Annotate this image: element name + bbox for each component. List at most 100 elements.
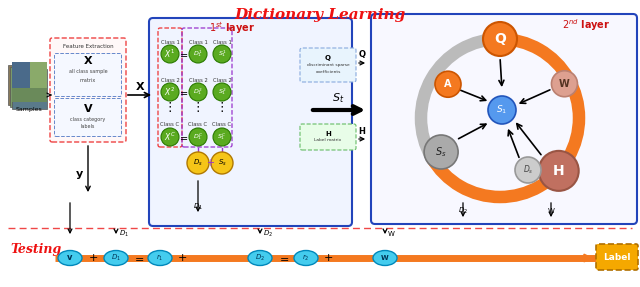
Circle shape xyxy=(161,83,179,101)
Ellipse shape xyxy=(294,251,318,265)
Text: A: A xyxy=(444,79,452,89)
Circle shape xyxy=(213,128,231,146)
Text: discriminant sparse: discriminant sparse xyxy=(307,63,349,67)
Text: ⋮: ⋮ xyxy=(192,102,204,115)
Text: Q: Q xyxy=(358,51,365,59)
Ellipse shape xyxy=(373,251,397,265)
Text: +: + xyxy=(88,253,98,263)
Circle shape xyxy=(539,151,579,191)
Circle shape xyxy=(189,128,207,146)
Text: W: W xyxy=(381,255,389,261)
Text: class category: class category xyxy=(70,117,106,121)
Text: Class 1: Class 1 xyxy=(212,40,232,44)
Ellipse shape xyxy=(148,251,172,265)
Text: W: W xyxy=(388,231,394,237)
Text: $S_1$: $S_1$ xyxy=(497,104,508,116)
Text: $1^{st}$ layer: $1^{st}$ layer xyxy=(209,20,255,36)
Text: W: W xyxy=(559,79,570,89)
Circle shape xyxy=(213,45,231,63)
Text: Label matrix: Label matrix xyxy=(314,138,342,142)
Text: $S_1^2$: $S_1^2$ xyxy=(218,87,227,97)
Text: $\mathbf{V}$: $\mathbf{V}$ xyxy=(83,102,93,114)
Text: +: + xyxy=(323,253,333,263)
Bar xyxy=(12,62,30,88)
Text: Class 2: Class 2 xyxy=(161,77,179,82)
Text: H: H xyxy=(358,127,365,135)
Text: Testing: Testing xyxy=(10,243,61,257)
Text: $D_1$: $D_1$ xyxy=(119,229,129,239)
Text: $D_s$: $D_s$ xyxy=(193,158,203,168)
Text: $=$: $=$ xyxy=(132,253,144,263)
Text: Class 2: Class 2 xyxy=(189,77,207,82)
Text: +: + xyxy=(206,158,214,168)
Text: $D_2$: $D_2$ xyxy=(263,229,273,239)
Text: Label: Label xyxy=(604,253,631,263)
Text: $S_t$: $S_t$ xyxy=(332,91,344,105)
Text: Class C: Class C xyxy=(188,123,207,127)
Text: Class C: Class C xyxy=(212,123,232,127)
Bar xyxy=(12,69,47,109)
FancyBboxPatch shape xyxy=(300,124,356,150)
Text: Samples: Samples xyxy=(15,108,42,113)
Ellipse shape xyxy=(104,251,128,265)
Circle shape xyxy=(488,96,516,124)
Text: Class 2: Class 2 xyxy=(212,77,232,82)
Bar xyxy=(8,65,43,105)
Text: $2^{nd}$ layer: $2^{nd}$ layer xyxy=(562,17,610,33)
Circle shape xyxy=(161,128,179,146)
Circle shape xyxy=(483,22,517,56)
Text: Class 1: Class 1 xyxy=(161,40,179,44)
Text: +: + xyxy=(177,253,187,263)
Text: $D_1$: $D_1$ xyxy=(193,202,203,212)
Text: matrix: matrix xyxy=(80,77,96,82)
Circle shape xyxy=(189,45,207,63)
Text: Q: Q xyxy=(325,55,331,61)
Text: H: H xyxy=(325,131,331,137)
Bar xyxy=(10,67,45,107)
Text: $r_1$: $r_1$ xyxy=(156,253,164,263)
Text: $S_1^C$: $S_1^C$ xyxy=(218,132,227,142)
Text: W: W xyxy=(548,208,554,214)
Text: $=$: $=$ xyxy=(179,49,189,59)
Text: $X^1$: $X^1$ xyxy=(164,48,175,60)
Text: Class C: Class C xyxy=(161,123,180,127)
Text: $=$: $=$ xyxy=(277,253,289,263)
Text: labels: labels xyxy=(81,123,95,129)
Circle shape xyxy=(552,71,577,97)
Text: ⋮: ⋮ xyxy=(164,102,176,115)
Text: $D_1^C$: $D_1^C$ xyxy=(193,132,203,142)
Text: $=$: $=$ xyxy=(179,132,189,142)
Text: $X^2$: $X^2$ xyxy=(164,86,175,98)
Ellipse shape xyxy=(58,251,82,265)
Text: $\mathbf{y}$: $\mathbf{y}$ xyxy=(76,169,84,181)
Text: $r_2$: $r_2$ xyxy=(302,253,310,263)
Bar xyxy=(30,62,47,88)
Text: $S_s$: $S_s$ xyxy=(218,158,227,168)
Text: $S_1^1$: $S_1^1$ xyxy=(218,49,227,59)
FancyBboxPatch shape xyxy=(371,14,637,224)
Circle shape xyxy=(187,152,209,174)
Text: ⋮: ⋮ xyxy=(216,102,228,115)
Text: $D_s$: $D_s$ xyxy=(523,164,533,176)
Text: Dictionary Learning: Dictionary Learning xyxy=(234,8,406,22)
Bar xyxy=(12,62,47,102)
Text: $\mathbf{X}$: $\mathbf{X}$ xyxy=(83,54,93,66)
Text: Q: Q xyxy=(494,32,506,46)
Text: $D_1^2$: $D_1^2$ xyxy=(193,87,203,97)
Circle shape xyxy=(515,157,541,183)
Text: $D_2$: $D_2$ xyxy=(255,253,265,263)
Circle shape xyxy=(189,83,207,101)
Circle shape xyxy=(424,135,458,169)
Text: $\mathbf{X}$: $\mathbf{X}$ xyxy=(135,80,145,92)
Text: $D_2$: $D_2$ xyxy=(458,206,468,216)
Text: v: v xyxy=(67,253,73,263)
Text: coefficients: coefficients xyxy=(316,70,340,74)
FancyBboxPatch shape xyxy=(54,53,122,96)
FancyBboxPatch shape xyxy=(596,244,638,270)
FancyBboxPatch shape xyxy=(50,38,126,142)
FancyBboxPatch shape xyxy=(149,18,352,226)
Text: Class 1: Class 1 xyxy=(189,40,207,44)
Text: $D_1$: $D_1$ xyxy=(111,253,121,263)
Circle shape xyxy=(435,71,461,97)
FancyBboxPatch shape xyxy=(300,48,356,82)
